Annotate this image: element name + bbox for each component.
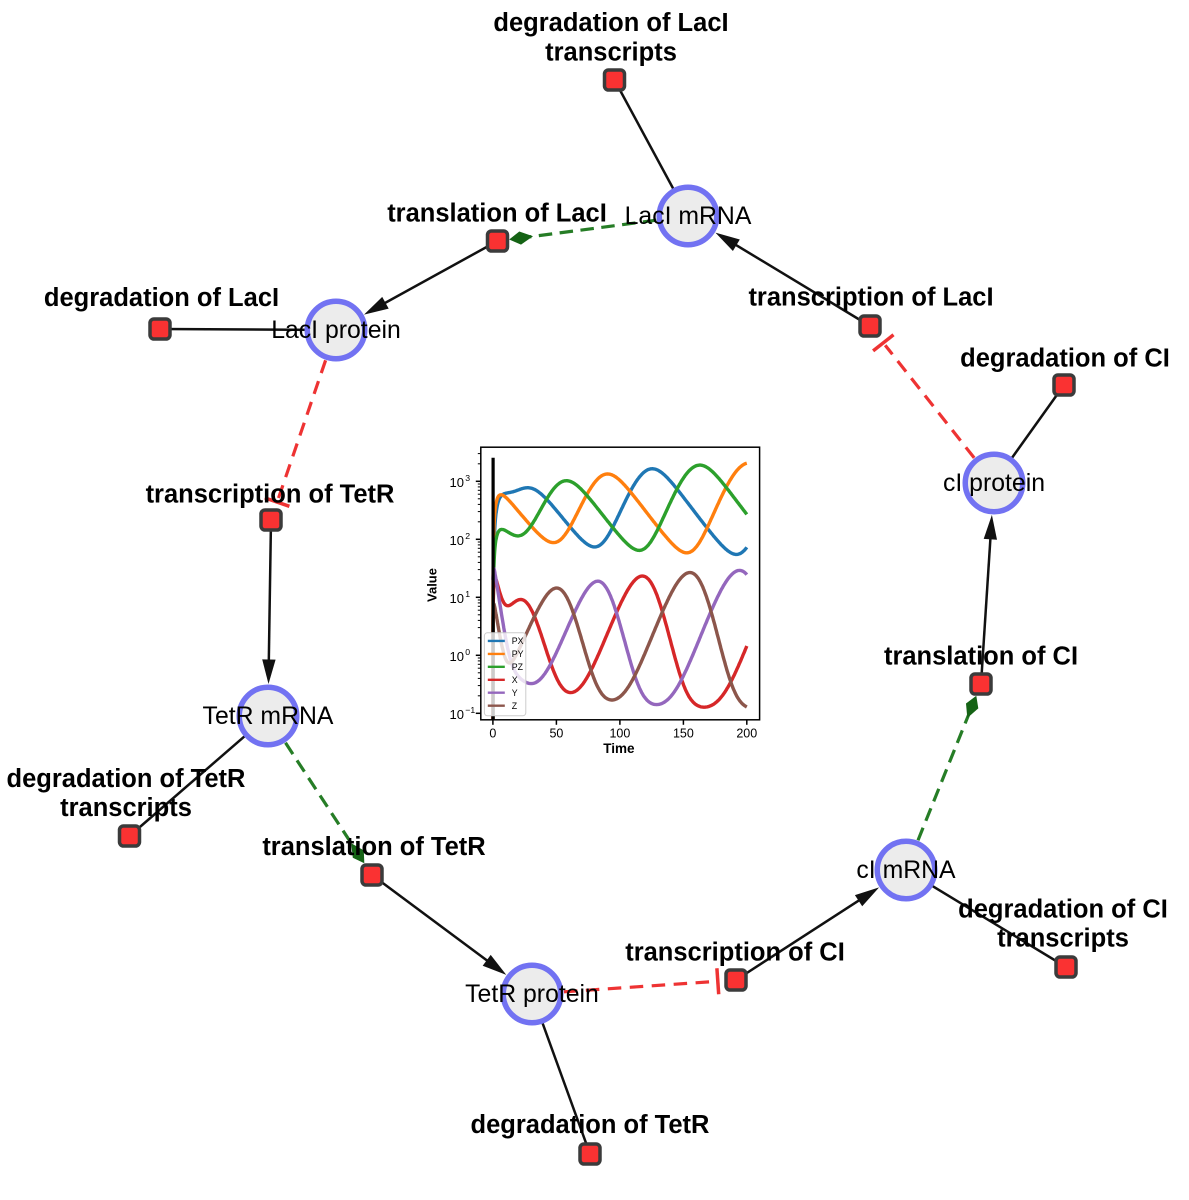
svg-text:3: 3 [465, 473, 470, 483]
svg-text:cI mRNA: cI mRNA [856, 857, 956, 884]
svg-text:translation of TetR: translation of TetR [262, 833, 485, 861]
svg-text:transcription of TetR: transcription of TetR [146, 481, 395, 509]
svg-text:Time: Time [603, 741, 635, 756]
svg-text:50: 50 [549, 726, 563, 740]
svg-text:0: 0 [489, 726, 496, 740]
svg-text:degradation of TetR: degradation of TetR [471, 1111, 710, 1139]
svg-text:Y: Y [512, 688, 518, 698]
svg-text:100: 100 [609, 726, 630, 740]
svg-text:200: 200 [736, 726, 757, 740]
svg-text:TetR protein: TetR protein [465, 981, 599, 1008]
svg-text:10: 10 [450, 475, 464, 490]
svg-text:X: X [512, 675, 518, 685]
svg-text:degradation of LacI: degradation of LacI [44, 284, 279, 312]
svg-text:translation of CI: translation of CI [884, 643, 1078, 671]
svg-text:10: 10 [450, 707, 464, 722]
svg-text:10: 10 [450, 591, 464, 606]
svg-text:degradation of CI: degradation of CI [958, 896, 1168, 924]
svg-text:degradation of CI: degradation of CI [960, 345, 1170, 373]
svg-text:−1: −1 [465, 705, 475, 715]
svg-text:2: 2 [465, 531, 470, 541]
svg-text:10: 10 [450, 649, 464, 664]
svg-text:translation of LacI: translation of LacI [387, 200, 607, 228]
svg-text:10: 10 [450, 533, 464, 548]
svg-text:150: 150 [673, 726, 694, 740]
svg-text:TetR mRNA: TetR mRNA [203, 703, 334, 730]
svg-text:Z: Z [512, 701, 518, 711]
svg-text:transcription of LacI: transcription of LacI [748, 284, 993, 312]
svg-text:degradation of TetR: degradation of TetR [7, 765, 246, 793]
svg-text:transcripts: transcripts [60, 794, 192, 822]
svg-text:transcription of CI: transcription of CI [625, 939, 845, 967]
svg-text:transcripts: transcripts [545, 39, 677, 67]
svg-text:PY: PY [512, 649, 524, 659]
svg-text:cI protein: cI protein [943, 470, 1045, 497]
svg-text:1: 1 [465, 589, 470, 599]
svg-text:PX: PX [512, 636, 524, 646]
svg-text:PZ: PZ [512, 662, 524, 672]
svg-text:LacI protein: LacI protein [271, 317, 401, 344]
svg-text:LacI mRNA: LacI mRNA [625, 203, 752, 230]
svg-text:degradation of LacI: degradation of LacI [493, 9, 728, 37]
svg-text:Value: Value [425, 568, 440, 602]
svg-text:0: 0 [465, 647, 470, 657]
svg-text:transcripts: transcripts [997, 925, 1129, 953]
